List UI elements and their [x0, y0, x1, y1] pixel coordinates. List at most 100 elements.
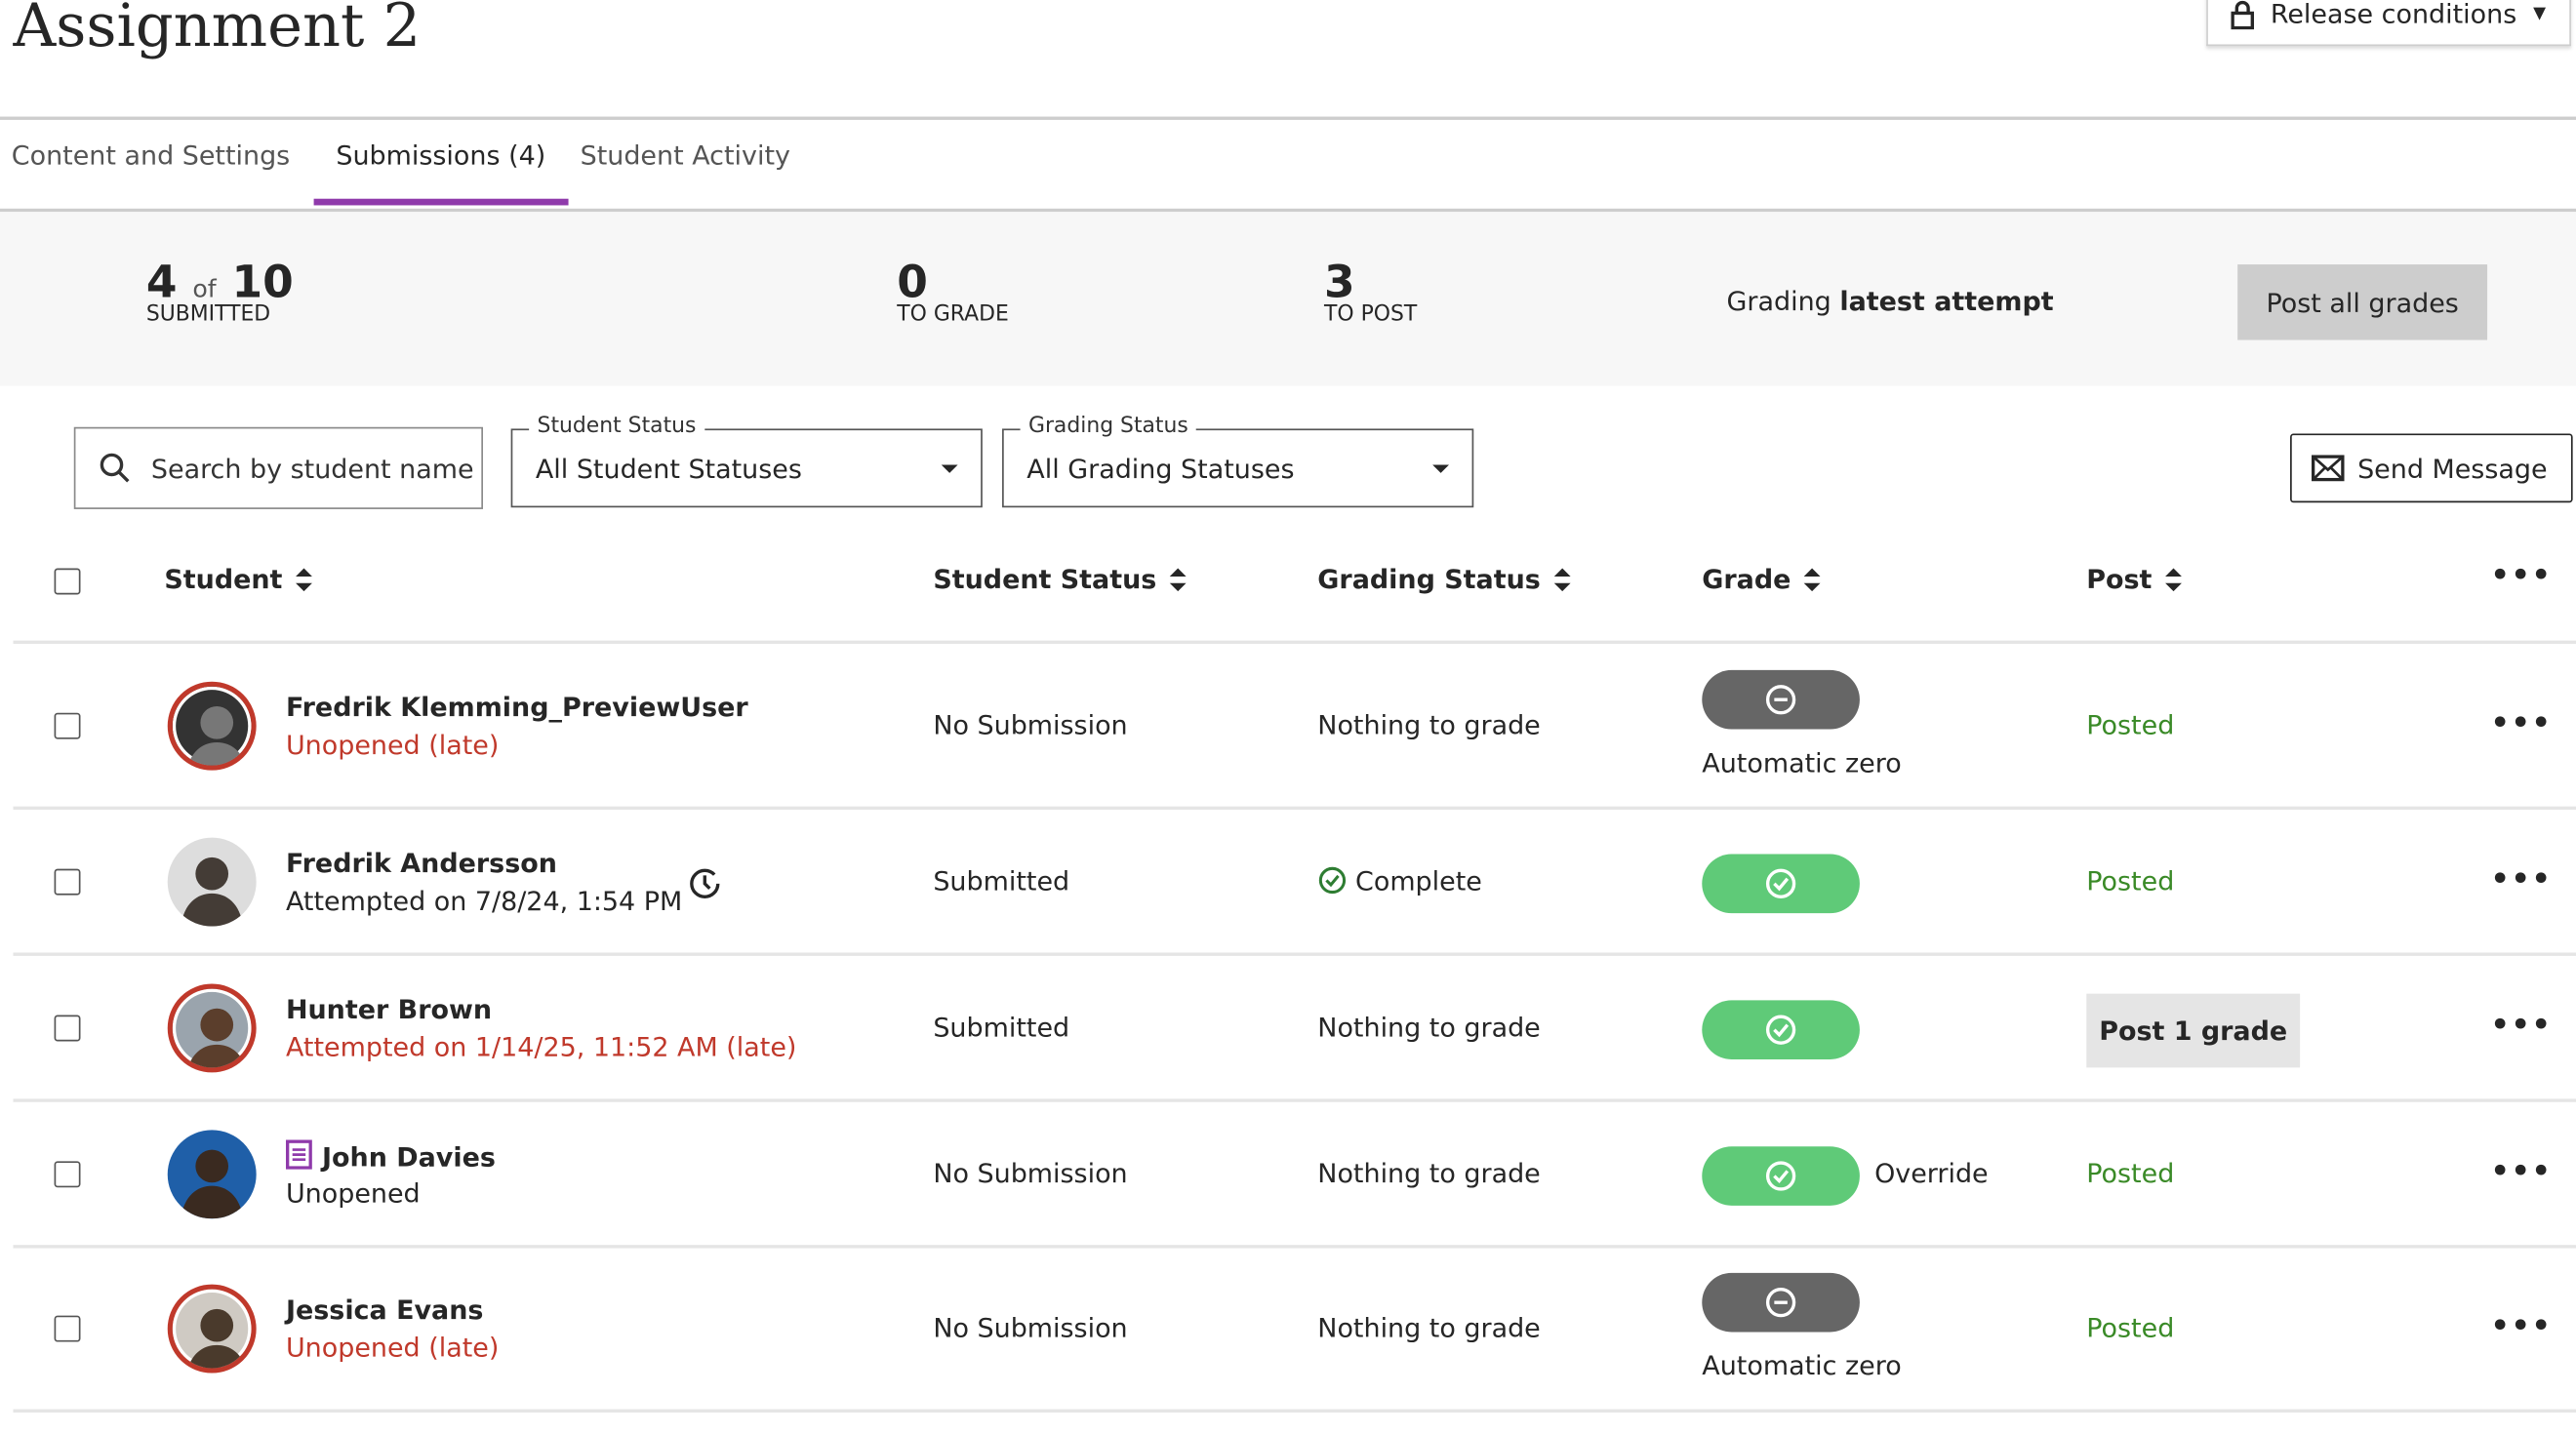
to-post-count: 3 [1324, 258, 1355, 309]
grade-pill[interactable] [1702, 1145, 1860, 1205]
caret-down-icon [941, 464, 958, 473]
student-activity-detail: Unopened (late) [285, 1332, 500, 1364]
grading-attempt: latest attempt [1839, 285, 2054, 317]
post-all-grades-button[interactable]: Post all grades [2237, 264, 2488, 340]
tab-content-settings[interactable]: Content and Settings [11, 139, 291, 172]
grading-prefix: Grading [1726, 285, 1831, 317]
student-status: No Submission [933, 1157, 1128, 1189]
row-more-options-icon[interactable]: ••• [2490, 1153, 2553, 1189]
grading-status-text: Nothing to grade [1317, 1312, 1541, 1344]
avatar [167, 836, 257, 926]
sort-icon [1553, 567, 1571, 591]
column-label: Post [2086, 563, 2153, 595]
student-name[interactable]: Fredrik Klemming_PreviewUser [286, 692, 748, 723]
release-conditions-button[interactable]: Release conditions ▼ [2206, 0, 2571, 47]
grade-pill[interactable] [1702, 853, 1860, 913]
student-activity-detail: Attempted on 7/8/24, 1:54 PM [285, 884, 683, 916]
row-more-options-icon[interactable]: ••• [2490, 861, 2553, 896]
minus-circle-icon [1765, 1287, 1796, 1318]
column-student-status[interactable]: Student Status [933, 563, 1187, 595]
student-status-label: Student Status [529, 414, 704, 439]
divider [13, 1409, 2576, 1413]
student-status-select[interactable]: Student Status All Student Statuses [510, 414, 983, 508]
divider [13, 640, 2576, 644]
avatar [167, 1129, 257, 1218]
grading-status: Nothing to grade [1317, 1312, 1540, 1343]
grading-status: Complete [1317, 864, 1482, 896]
column-grade[interactable]: Grade [1702, 563, 1821, 594]
row-checkbox[interactable] [54, 712, 81, 739]
column-grading-status[interactable]: Grading Status [1317, 563, 1571, 594]
row-checkbox[interactable] [54, 1315, 81, 1342]
row-checkbox[interactable] [54, 1014, 81, 1041]
student-name[interactable]: John Davies [285, 1138, 496, 1173]
grading-status-text: Complete [1355, 864, 1482, 896]
to-grade-stat: 0 TO GRADE [897, 258, 1009, 327]
grading-status: Nothing to grade [1317, 709, 1540, 740]
to-post-stat: 3 TO POST [1324, 258, 1417, 327]
student-name[interactable]: Fredrik Andersson [286, 847, 557, 878]
student-name-text: Hunter Brown [285, 992, 493, 1024]
send-message-label: Send Message [2357, 452, 2548, 484]
column-label: Student Status [933, 563, 1157, 595]
grading-status-value: All Grading Statuses [1026, 452, 1295, 484]
select-all-checkbox[interactable] [54, 568, 81, 595]
divider [0, 208, 2576, 213]
lock-icon [2231, 0, 2254, 29]
student-status: Submitted [933, 864, 1070, 896]
student-name-text: Fredrik Andersson [285, 846, 557, 878]
column-post[interactable]: Post [2086, 563, 2182, 595]
grading-status-select[interactable]: Grading Status All Grading Statuses [1002, 414, 1474, 508]
submitted-stat: 4 of 10 SUBMITTED [146, 258, 294, 327]
column-student[interactable]: Student [164, 563, 312, 594]
check-circle-icon [1765, 1014, 1796, 1044]
tab-submissions[interactable]: Submissions (4) [312, 139, 569, 206]
student-name-text: Jessica Evans [285, 1294, 484, 1326]
grade-note: Override [1874, 1157, 1989, 1189]
post-status: Posted [2086, 864, 2175, 896]
search-placeholder: Search by student name [150, 452, 474, 484]
notes-icon [285, 1138, 312, 1169]
sort-icon [1169, 567, 1187, 591]
grade-pill[interactable] [1702, 1272, 1860, 1333]
post-grade-button[interactable]: Post 1 grade [2086, 992, 2301, 1067]
tab-bar: Content and Settings Submissions (4) Stu… [0, 139, 802, 206]
student-name-text: John Davies [321, 1140, 496, 1173]
student-status: Submitted [933, 1011, 1070, 1043]
student-status: No Submission [933, 1312, 1128, 1344]
envelope-icon [2311, 455, 2345, 482]
grade-pill[interactable] [1702, 669, 1860, 730]
grading-status-label: Grading Status [1020, 414, 1197, 439]
send-message-button[interactable]: Send Message [2290, 433, 2573, 503]
avatar [167, 1284, 257, 1374]
sort-icon [295, 567, 312, 591]
avatar [167, 681, 257, 771]
row-more-options-icon[interactable]: ••• [2490, 705, 2553, 741]
row-checkbox[interactable] [54, 867, 81, 895]
more-options-icon[interactable]: ••• [2490, 558, 2553, 593]
divider [13, 952, 2576, 956]
to-post-label: TO POST [1324, 301, 1418, 328]
student-name[interactable]: Jessica Evans [286, 1295, 483, 1326]
grading-status-text: Nothing to grade [1317, 1011, 1541, 1043]
check-circle-icon [1765, 867, 1796, 898]
student-name[interactable]: Hunter Brown [286, 993, 492, 1024]
avatar [167, 982, 257, 1072]
search-input[interactable]: Search by student name [73, 426, 483, 509]
release-conditions-label: Release conditions [2270, 0, 2517, 30]
row-more-options-icon[interactable]: ••• [2490, 1007, 2553, 1043]
post-status: Posted [2086, 709, 2175, 741]
post-status: Posted [2086, 1157, 2175, 1189]
submitted-label: SUBMITTED [145, 301, 271, 328]
row-more-options-icon[interactable]: ••• [2490, 1308, 2553, 1344]
grade-note: Automatic zero [1702, 747, 1902, 779]
grading-status: Nothing to grade [1317, 1011, 1540, 1042]
check-circle-icon [1765, 1160, 1796, 1190]
history-icon[interactable] [688, 866, 721, 899]
grading-attempt-info: Grading latest attempt [1727, 286, 2054, 317]
student-activity-detail: Unopened [285, 1176, 421, 1209]
grading-status-text: Nothing to grade [1317, 709, 1541, 741]
tab-student-activity[interactable]: Student Activity [580, 139, 790, 172]
row-checkbox[interactable] [54, 1160, 81, 1187]
grade-pill[interactable] [1702, 999, 1860, 1059]
